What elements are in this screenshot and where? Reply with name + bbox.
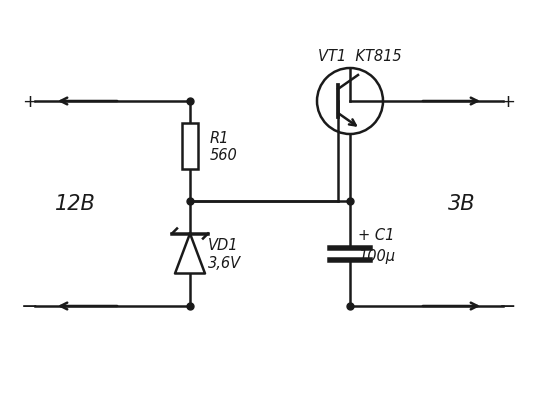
Text: R1
560: R1 560 xyxy=(210,130,238,163)
Text: + C1
100μ: + C1 100μ xyxy=(358,228,395,264)
Text: +: + xyxy=(500,93,515,111)
Text: −: − xyxy=(499,296,517,316)
Text: 3В: 3В xyxy=(448,194,476,214)
Bar xyxy=(182,124,198,170)
Text: +: + xyxy=(23,93,38,111)
Text: VD1
3,6V: VD1 3,6V xyxy=(208,238,241,270)
Text: 12В: 12В xyxy=(54,194,95,214)
Text: −: − xyxy=(21,296,39,316)
Text: VT1  KT815: VT1 KT815 xyxy=(318,49,402,64)
